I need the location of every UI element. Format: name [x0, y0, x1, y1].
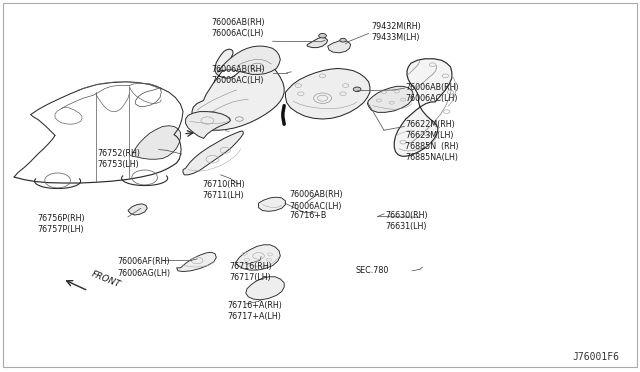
- Text: 76752(RH)
76753(LH): 76752(RH) 76753(LH): [97, 149, 140, 169]
- Text: 76622M(RH)
76623M(LH)
76885N  (RH)
76885NA(LH): 76622M(RH) 76623M(LH) 76885N (RH) 76885N…: [405, 120, 459, 162]
- Polygon shape: [246, 277, 284, 300]
- Text: 76006AB(RH)
76006AC(LH): 76006AB(RH) 76006AC(LH): [211, 18, 265, 38]
- Text: 76006AB(RH)
76006AC(LH): 76006AB(RH) 76006AC(LH): [211, 65, 265, 85]
- Polygon shape: [192, 49, 284, 130]
- Polygon shape: [218, 46, 280, 74]
- Polygon shape: [285, 68, 370, 119]
- Polygon shape: [328, 40, 351, 53]
- Text: J76001F6: J76001F6: [573, 352, 620, 362]
- Polygon shape: [259, 197, 285, 211]
- Circle shape: [319, 33, 326, 38]
- Polygon shape: [177, 252, 216, 272]
- Polygon shape: [236, 245, 280, 270]
- Text: 79432M(RH)
79433M(LH): 79432M(RH) 79433M(LH): [371, 22, 421, 42]
- Text: 76710(RH)
76711(LH): 76710(RH) 76711(LH): [202, 180, 245, 200]
- Polygon shape: [186, 112, 230, 138]
- Polygon shape: [367, 86, 413, 112]
- Polygon shape: [132, 126, 180, 159]
- Text: 76716+A(RH)
76717+A(LH): 76716+A(RH) 76717+A(LH): [228, 301, 283, 321]
- Text: 76006AB(RH)
76006AC(LH): 76006AB(RH) 76006AC(LH): [405, 83, 459, 103]
- Polygon shape: [307, 37, 328, 48]
- Text: 76006AB(RH)
76006AC(LH): 76006AB(RH) 76006AC(LH): [289, 190, 343, 211]
- Circle shape: [340, 38, 346, 42]
- Text: 76756P(RH)
76757P(LH): 76756P(RH) 76757P(LH): [37, 214, 84, 234]
- Polygon shape: [394, 59, 452, 156]
- Text: 76716+B: 76716+B: [289, 211, 326, 219]
- Text: SEC.780: SEC.780: [356, 266, 389, 275]
- Text: FRONT: FRONT: [90, 270, 122, 289]
- Polygon shape: [128, 204, 147, 215]
- Text: 76716(RH)
76717(LH): 76716(RH) 76717(LH): [229, 262, 272, 282]
- Text: 76006AF(RH)
76006AG(LH): 76006AF(RH) 76006AG(LH): [118, 257, 171, 278]
- Polygon shape: [183, 131, 243, 175]
- Circle shape: [353, 87, 361, 92]
- Text: 76630(RH)
76631(LH): 76630(RH) 76631(LH): [385, 211, 428, 231]
